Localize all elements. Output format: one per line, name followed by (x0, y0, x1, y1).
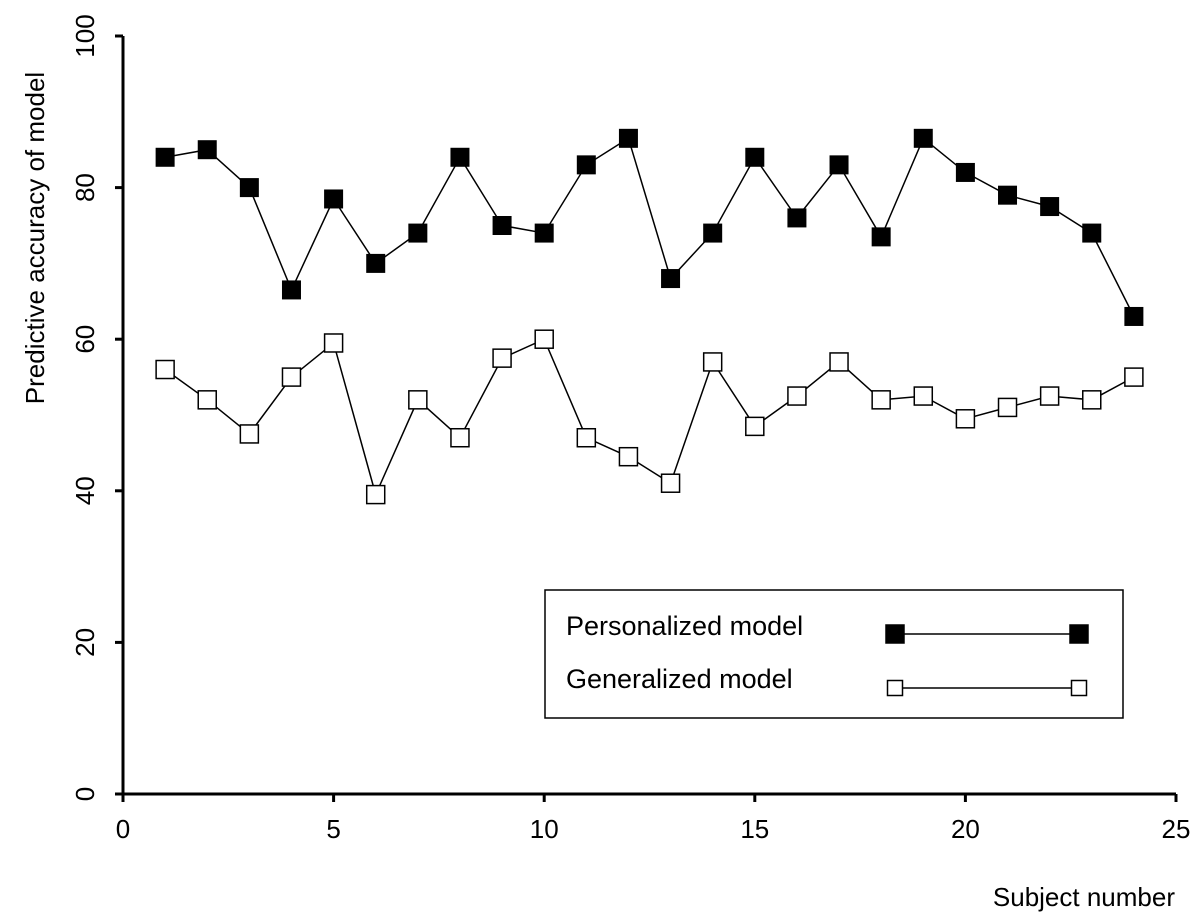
y-tick-label: 60 (70, 325, 100, 354)
x-tick-label: 25 (1162, 814, 1191, 844)
point-generalized (239, 424, 260, 444)
x-tick-label: 5 (326, 814, 340, 844)
point-personalized (1040, 197, 1060, 217)
point-personalized (955, 162, 975, 182)
point-generalized (955, 409, 976, 429)
point-personalized (366, 253, 386, 273)
point-personalized (829, 155, 849, 175)
x-tick-label: 20 (951, 814, 980, 844)
y-tick-label: 40 (70, 476, 100, 505)
x-tick-label: 15 (740, 814, 769, 844)
point-generalized (1124, 367, 1144, 387)
point-generalized (450, 427, 470, 448)
point-generalized (660, 473, 681, 493)
point-personalized (197, 140, 217, 160)
legend-marker-generalized (886, 679, 904, 697)
point-generalized (323, 333, 344, 353)
point-personalized (281, 280, 301, 300)
point-personalized (913, 128, 933, 148)
point-generalized (913, 386, 934, 406)
point-personalized (661, 269, 681, 289)
legend-label-generalized: Generalized model (566, 664, 793, 694)
axes: 0 20 40 60 80 100 0 5 10 15 20 25 (70, 14, 1190, 844)
point-personalized (576, 155, 596, 175)
point-personalized (239, 178, 259, 198)
point-generalized (787, 386, 807, 406)
point-generalized (492, 348, 512, 368)
point-generalized (618, 446, 639, 467)
point-personalized (324, 189, 344, 209)
series-layer (155, 128, 1144, 505)
point-generalized (576, 427, 597, 448)
series-generalized (155, 329, 1144, 505)
point-personalized (534, 223, 554, 243)
x-axis-label: Subject number (993, 882, 1175, 912)
y-tick-label: 20 (70, 628, 100, 657)
legend-label-personalized: Personalized model (566, 611, 803, 641)
series-line-generalized (164, 338, 1135, 497)
point-personalized (492, 216, 512, 235)
point-generalized (155, 359, 175, 380)
point-generalized (408, 390, 428, 410)
point-personalized (998, 185, 1018, 205)
series-line-personalized (164, 137, 1135, 317)
legend-marker-personalized (1069, 624, 1089, 644)
legend-samples (885, 624, 1089, 697)
point-personalized (450, 147, 470, 167)
point-generalized (365, 484, 386, 505)
point-personalized (155, 147, 175, 167)
point-personalized (1124, 306, 1144, 326)
point-generalized (829, 352, 849, 372)
point-personalized (787, 208, 807, 228)
y-axis-label: Predictive accuracy of model (20, 72, 50, 404)
point-generalized (997, 397, 1018, 418)
series-personalized (155, 128, 1144, 326)
point-generalized (871, 390, 891, 410)
point-personalized (618, 128, 638, 148)
point-generalized (197, 390, 217, 410)
point-generalized (1082, 390, 1102, 410)
point-generalized (702, 352, 723, 372)
x-tick-label: 0 (116, 814, 130, 844)
x-tick-label: 10 (530, 814, 559, 844)
y-tick-label: 100 (70, 14, 100, 57)
point-personalized (1082, 223, 1102, 243)
y-tick-label: 0 (70, 787, 100, 801)
point-personalized (408, 223, 428, 243)
legend: Personalized model Generalized model (544, 589, 1124, 719)
point-generalized (745, 416, 765, 437)
point-generalized (281, 367, 302, 387)
point-personalized (871, 227, 891, 247)
legend-box (544, 589, 1124, 719)
point-personalized (703, 223, 723, 243)
point-personalized (745, 147, 765, 167)
legend-marker-personalized (885, 624, 905, 644)
point-generalized (1039, 386, 1060, 406)
legend-marker-generalized (1070, 679, 1088, 697)
y-tick-label: 80 (70, 173, 100, 202)
point-generalized (534, 329, 554, 349)
